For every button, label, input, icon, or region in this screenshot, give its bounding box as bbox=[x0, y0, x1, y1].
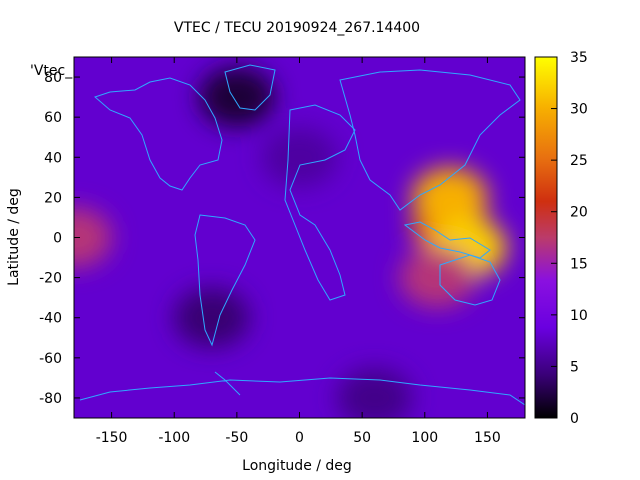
coastline-overlay bbox=[79, 64, 525, 406]
coastline-maritime-asia bbox=[403, 221, 491, 259]
tec-feature-5 bbox=[173, 287, 250, 348]
tec-feature-7 bbox=[261, 127, 338, 188]
colorbar-tick-label: 10 bbox=[570, 308, 588, 324]
tec-feature-8 bbox=[336, 367, 413, 418]
colorbar-tick-label: 30 bbox=[570, 102, 588, 118]
y-axis: -80 -60 -40 -20 0 20 40 60 80 bbox=[39, 70, 525, 407]
coastline-north-america bbox=[94, 77, 223, 191]
coastline-antarctica bbox=[79, 371, 525, 406]
y-tick-label: 40 bbox=[44, 150, 62, 166]
x-tick-label: 50 bbox=[353, 430, 371, 446]
y-tick-label: -20 bbox=[39, 271, 62, 287]
y-tick-label: -80 bbox=[39, 391, 62, 407]
colorbar-tick-label: 0 bbox=[570, 411, 579, 427]
x-axis: -150 -100 -50 0 50 100 150 bbox=[96, 57, 501, 446]
y-tick-label: 60 bbox=[44, 110, 62, 126]
tec-feature-4 bbox=[399, 247, 476, 308]
coastline-south-america bbox=[194, 214, 256, 347]
y-axis-label: Latitude / deg bbox=[6, 188, 22, 286]
coastline-greenland bbox=[224, 64, 276, 111]
x-tick-label: -150 bbox=[96, 430, 128, 446]
x-tick-label: 0 bbox=[295, 430, 304, 446]
x-tick-label: 150 bbox=[474, 430, 501, 446]
colorbar-axis: 0 5 10 15 20 25 30 35 bbox=[551, 50, 588, 427]
x-tick-label: 100 bbox=[411, 430, 438, 446]
colorbar-tick-label: 35 bbox=[570, 50, 588, 66]
plot-area bbox=[74, 57, 525, 418]
x-tick-label: -100 bbox=[158, 430, 190, 446]
x-axis-label: Longitude / deg bbox=[242, 458, 352, 474]
tec-feature-0 bbox=[74, 207, 112, 268]
coastline-australia bbox=[439, 254, 501, 306]
coastline-asia bbox=[339, 69, 521, 211]
coastline-europe-africa bbox=[284, 104, 356, 301]
chart-title: VTEC / TECU 20190924_267.14400 bbox=[174, 20, 420, 36]
colorbar-tick-label: 15 bbox=[570, 256, 588, 272]
colorbar-tick-label: 20 bbox=[570, 205, 588, 221]
y-tick-label: 80 bbox=[44, 70, 62, 86]
y-tick-label: -60 bbox=[39, 351, 62, 367]
x-tick-label: -50 bbox=[225, 430, 248, 446]
tec-feature-6 bbox=[198, 67, 275, 128]
key-label: 'Vtec_ bbox=[30, 63, 73, 79]
tec-feature-2 bbox=[411, 167, 488, 228]
y-tick-label: -40 bbox=[39, 311, 62, 327]
y-tick-label: 20 bbox=[44, 190, 62, 206]
colorbar bbox=[534, 56, 558, 419]
colorbar-tick-label: 5 bbox=[570, 359, 579, 375]
y-tick-label: 0 bbox=[53, 231, 62, 247]
colorbar-tick-label: 25 bbox=[570, 153, 588, 169]
